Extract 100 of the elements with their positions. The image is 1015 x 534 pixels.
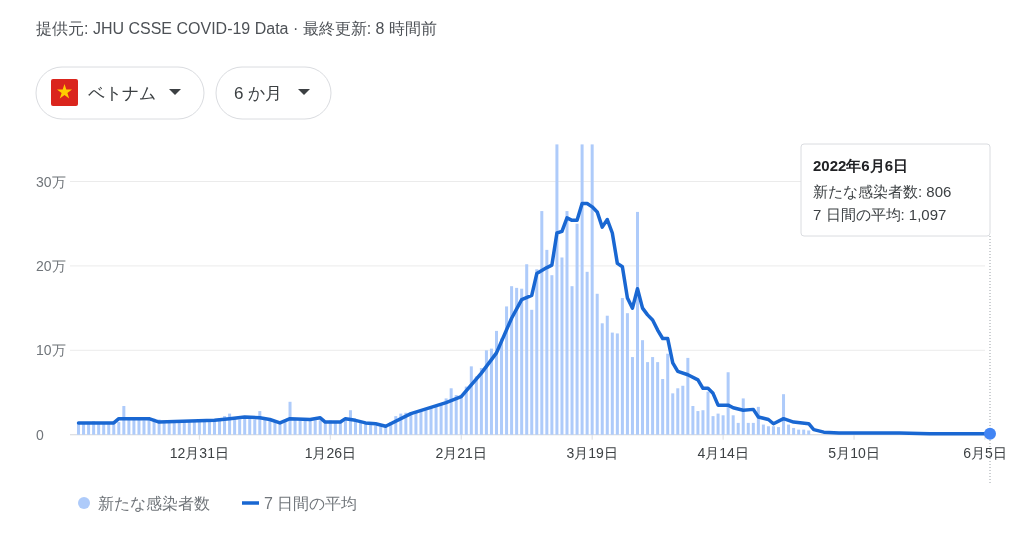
bar — [202, 421, 206, 435]
bar — [248, 417, 252, 435]
bar — [711, 416, 715, 435]
bar — [192, 422, 196, 435]
bar — [243, 418, 247, 435]
bar — [132, 418, 136, 435]
bar — [142, 420, 146, 435]
legend-item: 7 日間の平均 — [242, 495, 358, 512]
legend-label: 新たな感染者数 — [98, 495, 210, 512]
bar — [530, 309, 534, 435]
bar — [777, 427, 780, 435]
bar — [641, 340, 645, 435]
bar — [761, 424, 765, 435]
bar — [439, 404, 443, 435]
bar — [701, 410, 705, 435]
annotation: 新たな感染者数: 806 — [813, 183, 952, 200]
ytick: 10万 — [36, 342, 66, 359]
bar — [238, 419, 242, 435]
x-tick-label: 2月21日 — [435, 444, 487, 461]
annotation: 7 日間の平均: 1,097 — [813, 206, 947, 223]
bar — [479, 368, 483, 435]
bar — [464, 386, 468, 435]
text: ベトナム — [88, 84, 156, 103]
bar — [303, 420, 307, 435]
x-tick-label: 12月31日 — [169, 444, 229, 461]
bar — [706, 391, 710, 435]
bar — [550, 275, 554, 435]
bar — [651, 357, 655, 435]
bar — [318, 420, 322, 435]
bar — [535, 269, 539, 435]
bar — [797, 429, 801, 435]
bar — [444, 398, 448, 435]
bar — [353, 421, 357, 435]
bar — [721, 415, 725, 435]
bar — [681, 385, 685, 435]
bar — [676, 388, 680, 435]
bar — [127, 419, 131, 435]
bar — [802, 429, 806, 435]
bar — [233, 418, 237, 435]
bar — [283, 422, 287, 435]
bar — [560, 257, 564, 435]
bar — [500, 338, 504, 435]
bar — [172, 422, 176, 435]
bar — [369, 424, 373, 435]
bar — [565, 211, 569, 435]
bar — [600, 323, 604, 435]
bar — [751, 422, 755, 435]
bar — [137, 419, 141, 435]
bar — [792, 427, 796, 435]
bar — [449, 388, 453, 435]
bar — [419, 410, 423, 435]
text: 6 か月 — [234, 84, 283, 103]
bar — [424, 410, 428, 435]
x-tick-label: 6月5日 — [963, 444, 1007, 461]
ytick: 30万 — [36, 173, 66, 190]
bar — [575, 223, 579, 435]
bar — [686, 357, 690, 435]
legend-label: 7 日間の平均 — [264, 495, 358, 512]
bar — [474, 376, 478, 435]
bar — [615, 333, 619, 435]
bar — [585, 271, 589, 435]
bar — [489, 348, 493, 435]
bar — [494, 330, 498, 435]
bar — [253, 419, 257, 435]
bar — [726, 372, 730, 435]
bar — [605, 315, 609, 435]
bar — [374, 425, 378, 435]
bar — [691, 406, 695, 435]
bar — [510, 286, 514, 435]
bar — [182, 422, 186, 435]
bar — [313, 420, 317, 435]
bar — [766, 426, 770, 435]
bar — [505, 306, 509, 435]
bar — [167, 422, 171, 435]
bar — [555, 144, 559, 435]
bar — [459, 395, 463, 435]
bar — [469, 366, 473, 435]
bar — [646, 362, 650, 435]
bar — [610, 332, 614, 435]
bar — [656, 362, 660, 435]
bar — [716, 413, 720, 435]
bar — [580, 144, 584, 435]
annotation: 2022年6月6日 — [813, 157, 909, 174]
bar — [343, 420, 347, 435]
bar — [666, 353, 670, 435]
bar — [620, 297, 624, 435]
bar — [736, 422, 740, 435]
bar — [746, 422, 750, 435]
bar — [671, 393, 675, 435]
bar — [540, 211, 544, 435]
bar — [117, 422, 121, 435]
ytick: 20万 — [36, 257, 66, 274]
x-tick-label: 4月14日 — [697, 444, 749, 461]
x-tick-label: 3月19日 — [566, 444, 618, 461]
text: 提供元: JHU CSSE COVID-19 Data · 最終更新: 8 時間前 — [36, 20, 437, 37]
bar — [731, 415, 735, 435]
bar — [696, 411, 700, 435]
bar — [197, 422, 201, 435]
bar — [454, 395, 458, 435]
ytick: 0 — [36, 426, 44, 443]
